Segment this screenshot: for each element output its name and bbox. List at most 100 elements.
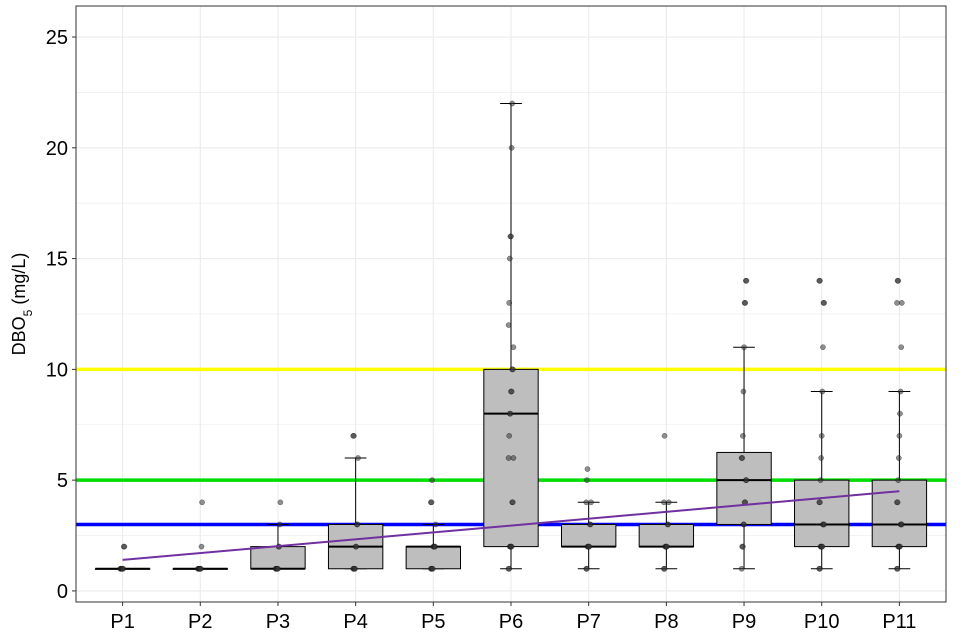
data-point — [584, 477, 590, 483]
data-point — [588, 499, 594, 506]
data-point — [740, 388, 747, 395]
x-tick-label: P3 — [266, 611, 290, 633]
box-body — [871, 479, 928, 548]
data-point — [818, 432, 825, 439]
data-point — [508, 144, 515, 151]
data-point — [276, 521, 283, 528]
box-P4 — [327, 457, 384, 570]
data-point — [505, 322, 512, 328]
data-point — [428, 499, 435, 506]
data-point — [353, 543, 360, 550]
data-point — [277, 499, 284, 506]
data-point — [350, 432, 357, 439]
box-body — [716, 451, 772, 525]
y-tick-label: 20 — [46, 138, 68, 160]
data-point — [741, 521, 747, 528]
data-point — [198, 543, 205, 550]
data-point — [510, 344, 517, 351]
data-point — [661, 499, 667, 506]
y-tick-label: 15 — [46, 249, 68, 271]
data-point — [509, 366, 516, 373]
data-point — [584, 466, 591, 472]
x-tick-label: P11 — [882, 611, 916, 633]
data-point — [819, 388, 826, 395]
data-point — [121, 543, 128, 550]
x-tick-label: P5 — [421, 611, 445, 633]
x-tick-label: P9 — [732, 611, 756, 633]
x-tick-label: P1 — [110, 611, 134, 633]
box-P8 — [638, 501, 695, 570]
data-point — [821, 521, 827, 528]
data-point — [738, 565, 745, 572]
x-tick-label: P2 — [188, 611, 212, 633]
box-body — [405, 546, 462, 570]
data-point — [508, 233, 514, 240]
y-axis-title-main: DBO — [9, 316, 29, 355]
data-point — [583, 499, 590, 506]
x-tick-label: P6 — [499, 611, 523, 633]
boxes — [94, 102, 928, 570]
data-point — [432, 543, 438, 550]
data-point — [354, 521, 361, 528]
box-body — [250, 546, 306, 570]
data-point — [897, 543, 903, 550]
data-point — [508, 543, 515, 550]
data-point — [897, 388, 904, 395]
data-point — [661, 432, 668, 439]
y-axis-title: DBO5 (mg/L) — [9, 253, 35, 356]
data-point — [429, 477, 435, 483]
trend-line-group — [122, 490, 900, 561]
data-point — [743, 477, 750, 483]
data-point — [664, 543, 670, 550]
y-tick-label: 5 — [57, 470, 68, 492]
data-point — [429, 565, 436, 572]
data-point — [898, 344, 905, 351]
x-tick-label: P10 — [804, 611, 840, 633]
data-point — [894, 565, 901, 572]
data-point — [665, 521, 672, 528]
box-body — [638, 523, 695, 548]
data-point — [665, 499, 672, 506]
data-point — [506, 565, 513, 572]
data-point — [895, 477, 902, 483]
box-P7 — [560, 501, 617, 570]
data-point — [506, 300, 513, 306]
data-point — [894, 300, 900, 306]
x-tick-label: P8 — [654, 611, 678, 633]
data-point — [818, 455, 824, 461]
data-point — [739, 543, 746, 550]
y-tick-label: 25 — [46, 27, 68, 49]
box-body — [794, 479, 850, 548]
data-point — [898, 300, 905, 306]
data-point — [821, 300, 827, 306]
y-tick-label: 0 — [57, 581, 68, 603]
data-point — [584, 565, 590, 572]
data-point — [898, 521, 905, 528]
data-point — [505, 455, 512, 461]
data-point — [509, 100, 516, 107]
data-point — [506, 255, 513, 262]
data-point — [510, 455, 517, 461]
data-point — [355, 455, 361, 461]
y-axis-title-unit: (mg/L) — [9, 253, 29, 310]
y-tick-label: 10 — [46, 359, 68, 381]
data-point — [897, 410, 903, 417]
data-point — [741, 344, 747, 351]
data-point — [352, 565, 358, 572]
data-point — [199, 499, 205, 506]
data-point — [739, 455, 746, 461]
data-point — [819, 543, 826, 550]
data-point — [820, 344, 826, 351]
x-tick-label: P7 — [576, 611, 600, 633]
data-point — [508, 388, 515, 395]
data-point — [509, 499, 516, 506]
data-point — [587, 521, 594, 528]
trend-line — [122, 490, 900, 561]
data-point — [817, 277, 823, 284]
data-point — [742, 300, 749, 306]
data-point — [895, 277, 902, 284]
data-point — [817, 499, 823, 506]
box-P6 — [483, 102, 539, 570]
data-point — [198, 565, 204, 572]
